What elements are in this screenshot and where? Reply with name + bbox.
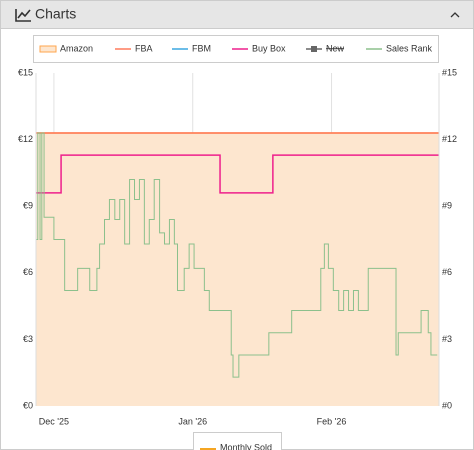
collapse-caret[interactable] [450, 12, 460, 18]
x-tick-label: Dec '25 [39, 416, 69, 426]
legend-marker[interactable] [311, 46, 317, 52]
x-tick-label: Jan '26 [178, 416, 207, 426]
bottom-legend-box [193, 432, 282, 450]
legend-label[interactable]: New [326, 43, 345, 53]
y-tick-label: €9 [23, 201, 33, 211]
x-tick-label: Feb '26 [317, 416, 347, 426]
legend-label[interactable]: Amazon [60, 43, 93, 53]
y-tick-label: €3 [23, 334, 33, 344]
y2-tick-label: #3 [442, 334, 452, 344]
legend-label[interactable]: Buy Box [252, 43, 286, 53]
legend-label[interactable]: Sales Rank [386, 43, 433, 53]
series-area [36, 132, 439, 406]
y-tick-label: €12 [18, 134, 33, 144]
y2-tick-label: #9 [442, 201, 452, 211]
legend-label[interactable]: FBA [135, 43, 153, 53]
y-tick-label: €6 [23, 267, 33, 277]
y2-tick-label: #12 [442, 134, 457, 144]
panel-header[interactable] [0, 0, 474, 29]
panel-title: Charts [35, 6, 76, 22]
chart-icon [15, 9, 31, 22]
y2-tick-label: #15 [442, 67, 457, 77]
y2-tick-label: #0 [442, 400, 452, 410]
series-line [36, 154, 439, 194]
series-line [36, 132, 438, 378]
y-tick-label: €0 [23, 400, 33, 410]
y2-tick-label: #6 [442, 267, 452, 277]
legend-label[interactable]: FBM [192, 43, 211, 53]
y-tick-label: €15 [18, 67, 33, 77]
legend-swatch[interactable] [39, 45, 57, 53]
legend-label[interactable]: Monthly Sold [220, 442, 272, 450]
